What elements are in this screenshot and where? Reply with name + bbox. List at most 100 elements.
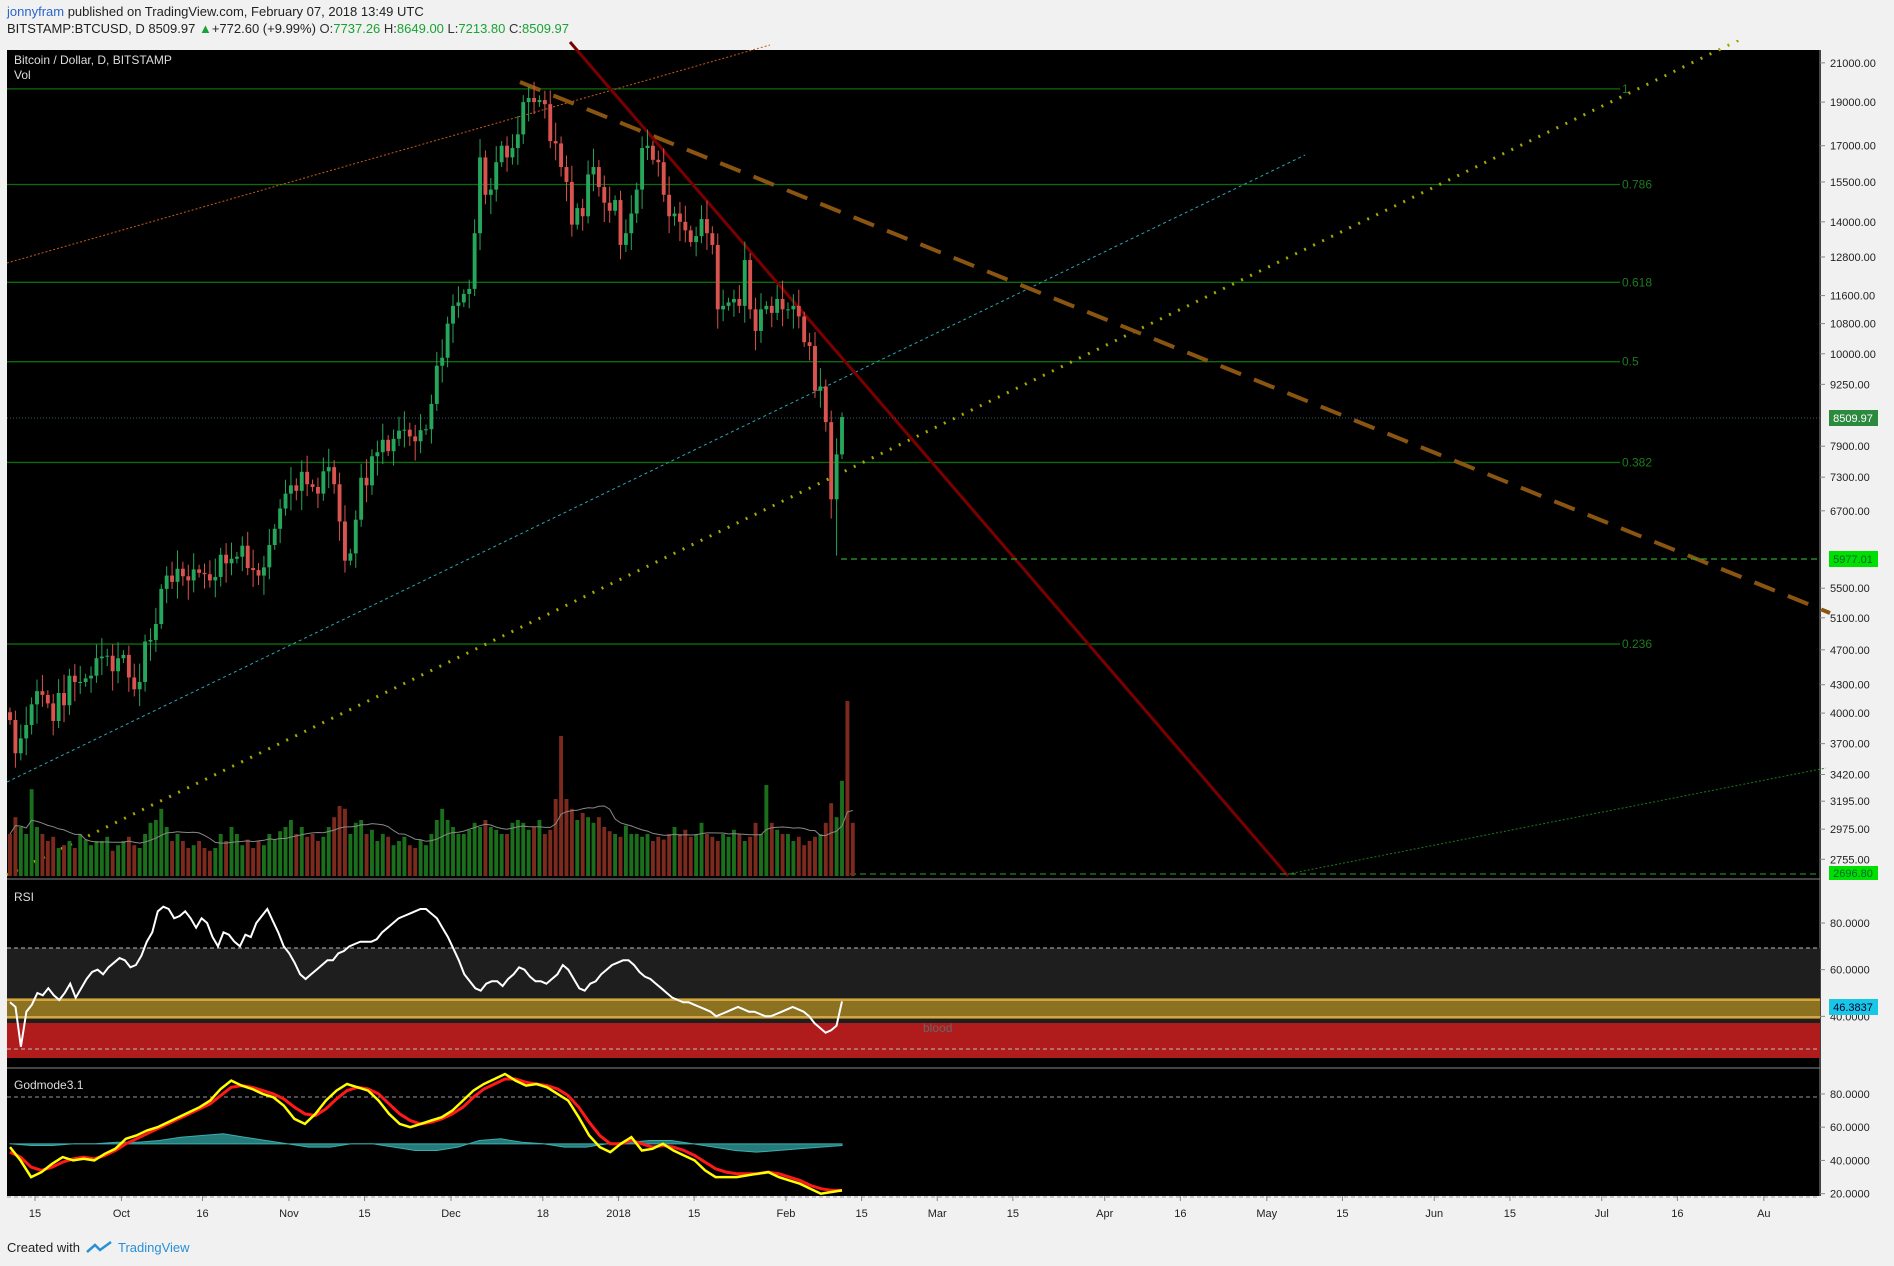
candle-body [488,189,493,195]
candle-body [121,654,126,659]
price-tick-label: 6700.00 [1830,506,1870,518]
author-link[interactable]: jonnyfram [7,4,65,19]
price-axis[interactable]: 21000.00 19000.00 17000.00 15500.00 14000.00… [1820,58,1876,866]
time-tick-label: 15 [1007,1208,1019,1220]
time-axis[interactable]: 15 Oct 16 Nov 15 Dec 18 2018 15 Feb 15 Mar 15 Apr 16 Ma… [29,1196,1771,1220]
price-tick-label: 11600.00 [1830,291,1875,303]
price-tick-label: 4300.00 [1830,680,1870,692]
dotted-support-line [6,40,1743,877]
volume-bar [267,834,272,876]
price-tick-label: 2975.00 [1830,824,1870,836]
candle-body [132,677,137,690]
time-tick-label: 2018 [606,1208,630,1220]
volume-bar [148,822,153,876]
volume-bar [429,834,434,876]
volume-bar [667,834,672,876]
volume-bar [234,834,239,876]
symbol-label: BITSTAMP:BTCUSD, D [7,21,145,36]
candle-body [575,208,580,225]
time-tick-label: 18 [537,1208,549,1220]
candle-body [191,569,196,581]
candle-body [478,157,482,234]
price-tick-label: 10000.00 [1830,349,1876,361]
candle-body [623,233,628,245]
candle-body [110,655,115,672]
candle-body [45,694,50,704]
volume-bar [640,836,645,876]
rsi-line [9,905,843,1047]
volume-bar [694,834,699,876]
candle-body [35,691,39,705]
candle-body [640,148,645,190]
candle-body [18,738,23,754]
time-tick-label: May [1256,1208,1277,1220]
time-tick-label: 16 [196,1208,208,1220]
volume-bar [245,839,250,876]
time-tick-label: Au [1757,1208,1770,1220]
candle-body [143,641,148,682]
volume-bar [607,831,612,876]
time-tick-label: Feb [776,1208,795,1220]
candle-body [677,213,682,222]
candle-body [391,438,396,452]
time-tick-label: 15 [1336,1208,1348,1220]
candle-body [51,703,56,721]
volume-bar [564,799,569,876]
candle-body [153,624,158,640]
trendlines [6,40,1831,877]
candle-body [116,658,120,672]
volume-bar [467,829,472,876]
volume-bar [721,834,726,876]
candle-body [548,104,553,142]
candle-body [505,145,509,158]
rsi-value-tag-text: 46.3837 [1833,1002,1873,1014]
volume-bar [602,827,607,876]
volume-bar [153,820,158,876]
volume-bar [672,827,677,876]
volume-bar [13,817,18,876]
close-label: C: [509,21,522,36]
time-tick-label: 16 [1671,1208,1683,1220]
red-downtrend-line [568,41,1290,877]
price-tick-label: 10800.00 [1830,319,1876,331]
volume-bar [526,829,531,876]
volume-bar [683,829,688,876]
candle-body [218,554,223,577]
volume-bar [337,806,342,876]
fib-label-0.5: 0.5 [1622,355,1639,369]
volume-bar [521,822,526,876]
volume-bar [715,841,720,876]
candle-body [472,233,477,289]
candle-body [348,553,353,561]
candle-body [240,545,245,557]
volume-bar [623,825,628,876]
volume-bar [283,827,288,876]
chart-area[interactable]: 1 0.786 0.618 0.5 0.382 0.236 Bitcoin / Dolla… [0,40,1894,1236]
close-value: 8509.97 [522,21,569,36]
volume-bar [159,808,164,876]
volume-bar [272,839,277,876]
candle-body [24,725,29,739]
volume-bar [132,845,137,876]
volume-bar [218,834,223,876]
candle-body [769,305,774,313]
volume-ma-line [9,805,853,844]
volume-bar [175,834,180,876]
footer: Created with TradingView [7,1240,190,1255]
volume-bar [586,817,591,876]
volume-bar [840,780,844,876]
volume-bar [191,845,196,876]
tradingview-brand[interactable]: TradingView [117,1240,190,1255]
dashed-resistance-line [519,80,1831,615]
volume-bar [780,834,785,876]
candle-body [375,452,380,457]
candle-body [159,588,164,625]
candle-body [67,675,72,706]
fib-label-0.236: 0.236 [1622,637,1652,651]
candle-body [213,576,218,581]
godmode-tick-label: 80.0000 [1830,1089,1870,1101]
candle-body [434,365,439,404]
volume-bar [434,820,439,876]
candle-body [78,681,83,683]
candle-body [726,302,731,306]
